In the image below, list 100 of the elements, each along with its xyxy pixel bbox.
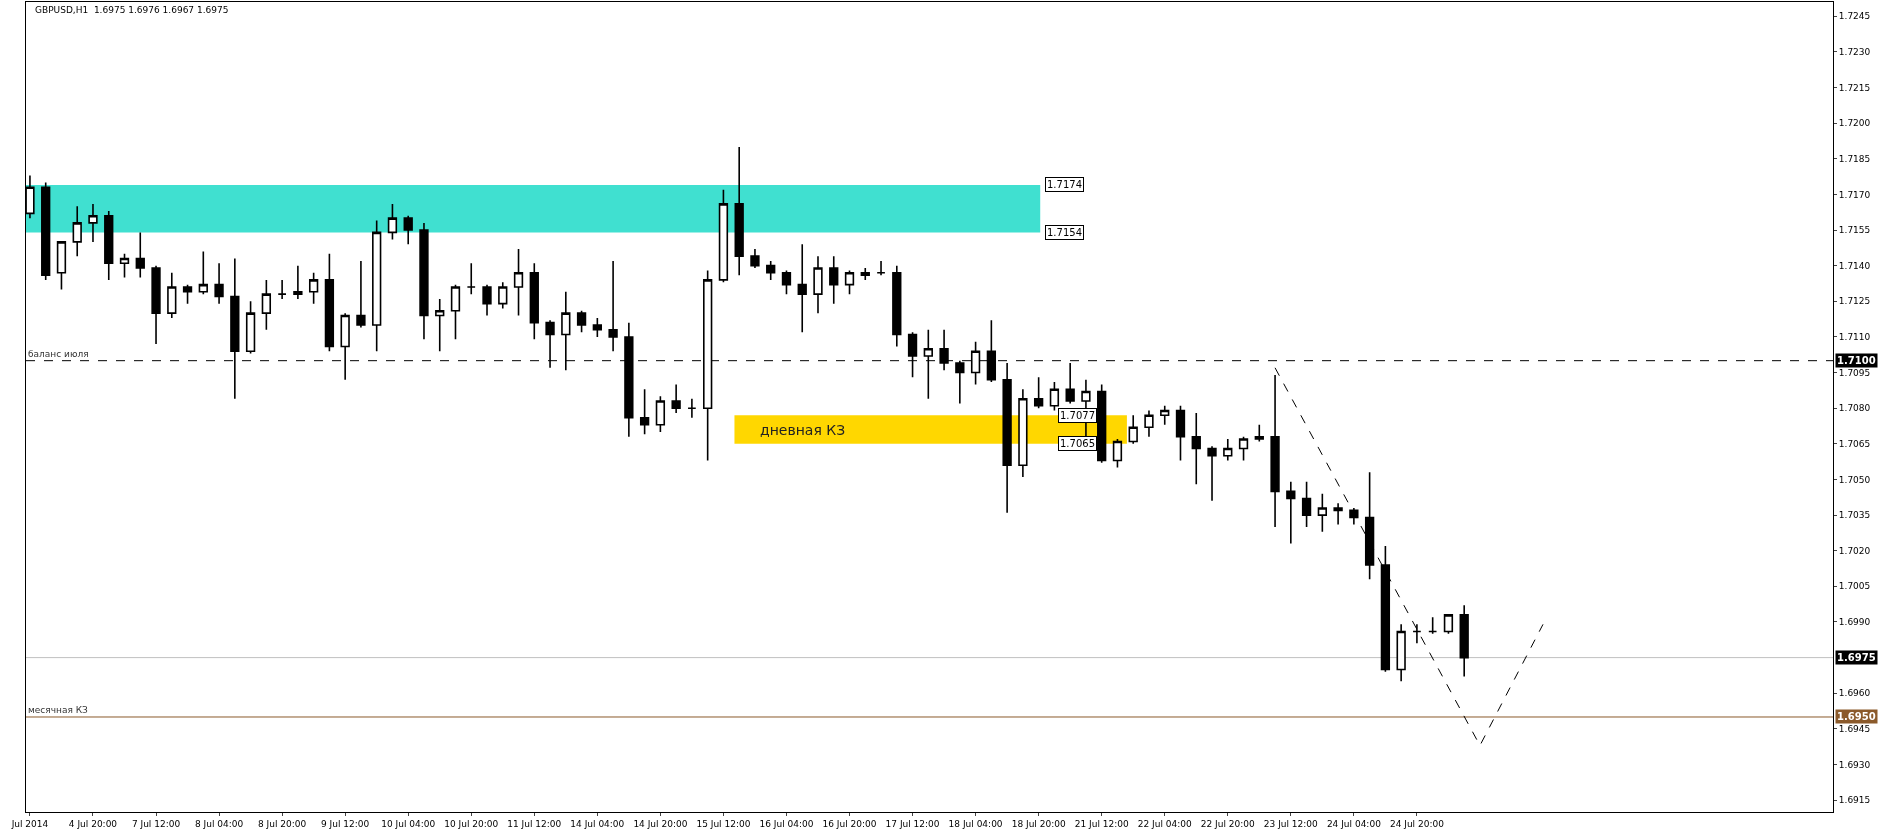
candlestick bbox=[1364, 471, 1375, 581]
candlestick bbox=[1144, 409, 1154, 438]
candlestick bbox=[608, 260, 618, 352]
candlestick bbox=[372, 219, 382, 352]
y-tick-label: 1.6930 bbox=[1838, 759, 1871, 770]
y-tick-label: 1.7155 bbox=[1838, 225, 1871, 236]
candlestick bbox=[277, 279, 287, 300]
candlestick bbox=[687, 397, 697, 419]
candlestick bbox=[435, 298, 445, 352]
candlestick bbox=[198, 250, 208, 295]
candlestick bbox=[245, 300, 256, 355]
candlestick bbox=[308, 271, 319, 305]
candlestick bbox=[1301, 481, 1312, 528]
x-tick-label: 8 Jul 04:00 bbox=[194, 818, 244, 829]
candlestick bbox=[104, 210, 114, 281]
candlestick bbox=[734, 146, 744, 276]
candlestick bbox=[340, 312, 350, 381]
x-tick-label: 24 Jul 04:00 bbox=[1326, 818, 1382, 829]
candlestick bbox=[56, 241, 67, 291]
candlestick bbox=[482, 283, 492, 317]
x-tick-label: 7 Jul 12:00 bbox=[131, 818, 181, 829]
candlestick bbox=[356, 260, 366, 329]
candlestick bbox=[766, 260, 776, 281]
y-tick-label: 1.7110 bbox=[1838, 332, 1871, 343]
y-tick-label: 1.7005 bbox=[1838, 581, 1871, 592]
x-tick-label: 14 Jul 04:00 bbox=[570, 818, 625, 829]
candlestick bbox=[576, 310, 587, 333]
candlestick bbox=[1412, 623, 1422, 645]
x-tick-label: 9 Jul 12:00 bbox=[321, 818, 370, 829]
candlestick bbox=[1459, 604, 1469, 678]
y-tick-label: 1.6945 bbox=[1838, 724, 1871, 735]
candlestick bbox=[592, 317, 602, 338]
y-tick-label: 1.7020 bbox=[1838, 545, 1871, 556]
x-tick-label: 17 Jul 12:00 bbox=[885, 818, 940, 829]
candlestick bbox=[1160, 405, 1170, 426]
candlestick bbox=[639, 388, 650, 436]
candlestick bbox=[781, 269, 792, 295]
y-tick-label: 1.7200 bbox=[1838, 118, 1871, 129]
candlestick bbox=[214, 262, 224, 305]
candlestick bbox=[892, 264, 902, 348]
candlestick bbox=[135, 231, 145, 279]
candlestick bbox=[119, 252, 130, 279]
candlestick bbox=[1175, 405, 1186, 462]
annotation: 1.7077 bbox=[1060, 410, 1095, 421]
candlestick bbox=[261, 279, 272, 331]
candlestick bbox=[1286, 481, 1296, 545]
candlestick bbox=[513, 248, 524, 317]
candlestick bbox=[844, 269, 855, 295]
candlestick bbox=[403, 214, 413, 246]
candlestick bbox=[671, 383, 681, 414]
candlestick bbox=[813, 255, 823, 314]
band-label: дневная КЗ bbox=[760, 422, 846, 438]
candlestick bbox=[1207, 445, 1217, 502]
y-tick-label: 1.7035 bbox=[1838, 510, 1871, 521]
candlestick bbox=[1238, 435, 1249, 462]
candlestick bbox=[293, 264, 303, 300]
candlestick bbox=[529, 262, 539, 341]
candlestick bbox=[419, 222, 429, 341]
y-tick-label: 1.7230 bbox=[1838, 47, 1871, 58]
candlestick bbox=[167, 271, 177, 319]
candlestick bbox=[1333, 502, 1343, 526]
candlestick bbox=[829, 255, 839, 305]
y-tick-label: 1.7080 bbox=[1838, 403, 1871, 414]
x-tick-label: 18 Jul 04:00 bbox=[948, 818, 1003, 829]
candlestick bbox=[1380, 545, 1391, 673]
candlestick bbox=[324, 252, 335, 352]
y-tick-label: 1.7125 bbox=[1838, 296, 1871, 307]
candlestick bbox=[797, 243, 807, 333]
x-tick-label: 8 Jul 20:00 bbox=[257, 818, 307, 829]
candlestick bbox=[1270, 374, 1280, 528]
candlestick bbox=[450, 283, 461, 341]
candlestick bbox=[1443, 614, 1454, 635]
y-tick-label: 1.7065 bbox=[1838, 438, 1871, 449]
candlestick bbox=[750, 248, 760, 269]
candlestick bbox=[1112, 438, 1123, 469]
candlestick bbox=[1002, 362, 1012, 514]
x-tick-label: 18 Jul 20:00 bbox=[1011, 818, 1066, 829]
candlestick bbox=[718, 188, 729, 284]
x-tick-label: 10 Jul 04:00 bbox=[381, 818, 436, 829]
candlestick bbox=[876, 260, 886, 276]
x-tick-label: 21 Jul 12:00 bbox=[1074, 818, 1129, 829]
candlestick bbox=[1033, 376, 1044, 409]
candlestick bbox=[1065, 362, 1075, 405]
ref-line-label: баланс июля bbox=[28, 349, 89, 359]
candlestick bbox=[655, 395, 666, 433]
x-tick-label: 10 Jul 20:00 bbox=[444, 818, 499, 829]
candlestick bbox=[88, 203, 98, 243]
candlestick bbox=[151, 264, 161, 345]
y-tick-label: 1.7245 bbox=[1838, 11, 1871, 22]
x-tick-label: 15 Jul 12:00 bbox=[696, 818, 751, 829]
candlestick bbox=[72, 205, 82, 257]
x-tick-label: 14 Jul 20:00 bbox=[633, 818, 688, 829]
candlestick bbox=[1349, 507, 1359, 526]
y-tick-label: 1.7050 bbox=[1838, 474, 1871, 485]
x-tick-label: 22 Jul 04:00 bbox=[1137, 818, 1192, 829]
candlestick bbox=[466, 262, 476, 295]
candlestick bbox=[1396, 623, 1406, 683]
y-tick-label: 1.6915 bbox=[1838, 795, 1871, 806]
candlestick bbox=[41, 181, 51, 281]
candlestick bbox=[1317, 492, 1327, 533]
